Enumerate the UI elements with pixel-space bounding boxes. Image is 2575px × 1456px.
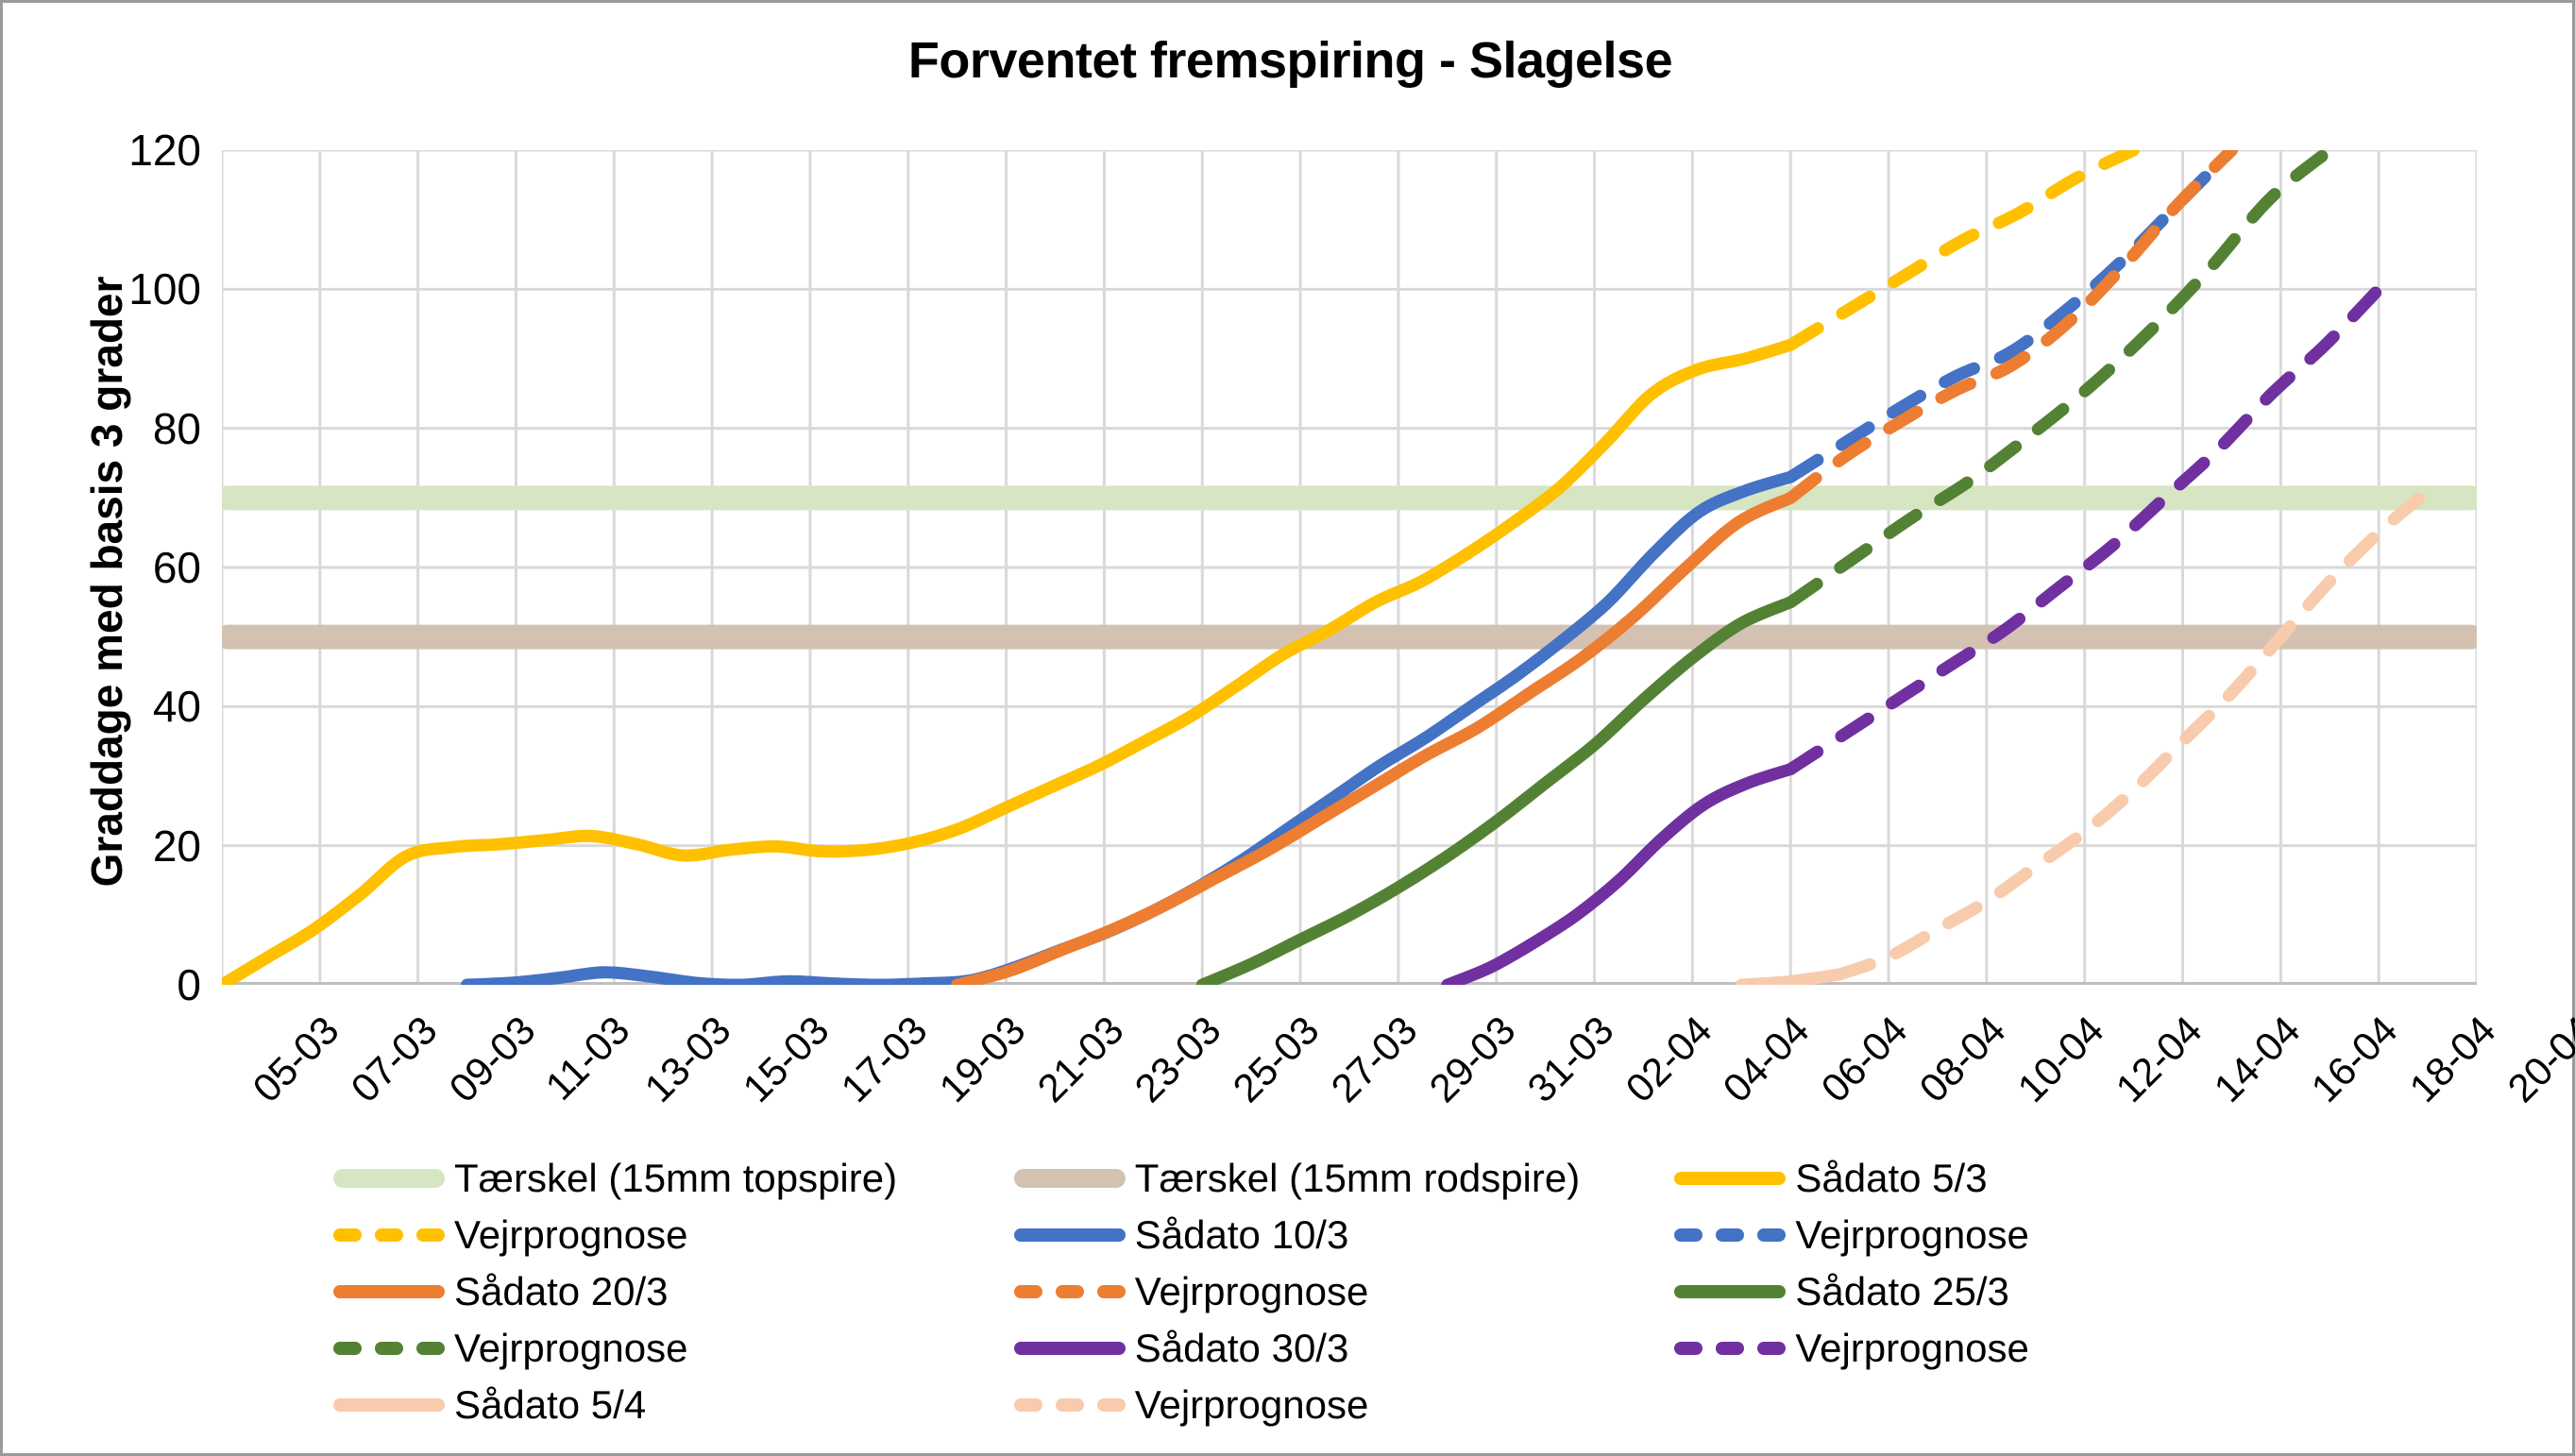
x-tick-label: 12-04 bbox=[2107, 1007, 2211, 1111]
legend-swatch bbox=[1013, 1228, 1126, 1242]
x-tick-label: 29-03 bbox=[1420, 1007, 1524, 1111]
x-tick-label: 10-04 bbox=[2008, 1007, 2112, 1111]
legend-swatch bbox=[1674, 1342, 1787, 1355]
x-axis: 05-03 07-03 09-03 11-03 13-03 15-03 17-03 19-03… bbox=[222, 990, 2575, 1132]
legend-label: Vejrprognose bbox=[1795, 1212, 2029, 1257]
x-tick-label: 14-04 bbox=[2204, 1007, 2309, 1111]
legend-item[interactable]: Vejrprognose bbox=[1674, 1320, 2335, 1377]
x-tick-label: 16-04 bbox=[2302, 1007, 2406, 1111]
series-line bbox=[222, 338, 1797, 985]
legend-label: Sådato 5/4 bbox=[454, 1382, 647, 1427]
legend-label: Vejrprognose bbox=[454, 1326, 688, 1370]
legend-item[interactable]: Vejrprognose bbox=[1674, 1207, 2335, 1263]
x-tick-label: 09-03 bbox=[440, 1007, 544, 1111]
legend-swatch bbox=[333, 1285, 445, 1298]
series-line bbox=[1735, 968, 1846, 985]
series-line-forecast bbox=[1784, 150, 2238, 483]
legend-swatch bbox=[1013, 1285, 1126, 1298]
legend-swatch bbox=[333, 1342, 445, 1355]
legend-item[interactable]: Sådato 25/3 bbox=[1674, 1263, 2335, 1320]
y-tick-label: 60 bbox=[152, 543, 201, 592]
x-tick-label: 31-03 bbox=[1518, 1007, 1622, 1111]
series-line bbox=[951, 491, 1797, 985]
x-tick-label: 08-04 bbox=[1910, 1007, 2014, 1111]
series-line-forecast bbox=[1784, 150, 2238, 504]
legend-row: Vejrprognose Sådato 30/3 Vejrprognose bbox=[333, 1320, 2335, 1377]
legend-label: Vejrprognose bbox=[454, 1212, 688, 1257]
x-tick-label: 06-04 bbox=[1812, 1007, 1916, 1111]
legend-swatch bbox=[1674, 1172, 1787, 1185]
legend-label: Sådato 30/3 bbox=[1134, 1326, 1349, 1370]
legend-item-empty bbox=[1674, 1377, 2335, 1433]
legend-label: Vejrprognose bbox=[1795, 1326, 2029, 1370]
x-tick-label: 15-03 bbox=[734, 1007, 838, 1111]
series-line-forecast bbox=[1784, 282, 2385, 776]
legend-swatch bbox=[1674, 1228, 1787, 1242]
legend-item[interactable]: Sådato 5/3 bbox=[1674, 1150, 2335, 1207]
x-tick-label: 13-03 bbox=[635, 1007, 739, 1111]
series-line bbox=[1441, 763, 1797, 985]
x-tick-label: 20-04 bbox=[2499, 1007, 2575, 1111]
legend-row: Sådato 20/3 Vejrprognose Sådato 25/3 bbox=[333, 1263, 2335, 1320]
legend-item[interactable]: Vejrprognose bbox=[333, 1207, 1014, 1263]
series-line-forecast bbox=[1833, 484, 2434, 981]
legend-item[interactable]: Tærskel (15mm topspire) bbox=[333, 1150, 1014, 1207]
legend-item[interactable]: Sådato 30/3 bbox=[1013, 1320, 1675, 1377]
plot-area bbox=[222, 150, 2477, 985]
legend-row: Tærskel (15mm topspire) Tærskel (15mm rod… bbox=[333, 1150, 2335, 1207]
y-tick-label: 40 bbox=[152, 682, 201, 732]
series-group bbox=[222, 150, 2434, 985]
y-axis: Graddage med basis 3 grader 0 20 40 60 80 100… bbox=[41, 126, 201, 1009]
legend-item[interactable]: Sådato 20/3 bbox=[333, 1263, 1014, 1320]
legend-row: Sådato 5/4 Vejrprognose bbox=[333, 1377, 2335, 1433]
legend-label: Tærskel (15mm topspire) bbox=[454, 1156, 898, 1200]
legend-item[interactable]: Vejrprognose bbox=[1013, 1377, 1675, 1433]
series-line-forecast bbox=[1784, 150, 2336, 609]
x-tick-label: 27-03 bbox=[1322, 1007, 1426, 1111]
legend-label: Sådato 5/3 bbox=[1795, 1156, 1988, 1200]
x-tick-label: 02-04 bbox=[1617, 1007, 1720, 1111]
legend-row: Vejrprognose Sådato 10/3 Vejrprognose bbox=[333, 1207, 2335, 1263]
y-tick-label: 80 bbox=[152, 403, 201, 453]
legend-label: Vejrprognose bbox=[1134, 1382, 1369, 1427]
legend-item[interactable]: Sådato 10/3 bbox=[1013, 1207, 1675, 1263]
legend-label: Sådato 10/3 bbox=[1134, 1212, 1349, 1257]
x-tick-label: 04-04 bbox=[1714, 1007, 1819, 1111]
legend-swatch bbox=[1013, 1398, 1126, 1412]
legend-label: Vejrprognose bbox=[1134, 1269, 1369, 1313]
legend-item[interactable]: Vejrprognose bbox=[333, 1320, 1014, 1377]
y-tick-label: 20 bbox=[152, 821, 201, 871]
y-tick-label: 100 bbox=[128, 264, 201, 314]
chart-legend: Tærskel (15mm topspire) Tærskel (15mm rod… bbox=[333, 1150, 2335, 1433]
legend-swatch bbox=[333, 1169, 445, 1188]
legend-swatch bbox=[333, 1228, 445, 1242]
legend-swatch bbox=[1674, 1285, 1787, 1298]
series-line-forecast bbox=[1784, 150, 2141, 351]
legend-item[interactable]: Vejrprognose bbox=[1013, 1263, 1675, 1320]
legend-item[interactable]: Sådato 5/4 bbox=[333, 1377, 1014, 1433]
x-tick-label: 23-03 bbox=[1126, 1007, 1230, 1111]
legend-label: Sådato 25/3 bbox=[1795, 1269, 2009, 1313]
x-tick-label: 25-03 bbox=[1224, 1007, 1328, 1111]
y-tick-label: 0 bbox=[177, 960, 201, 1009]
legend-label: Sådato 20/3 bbox=[454, 1269, 669, 1313]
legend-swatch bbox=[1013, 1169, 1126, 1188]
legend-swatch bbox=[333, 1398, 445, 1412]
x-tick-label: 11-03 bbox=[537, 1007, 639, 1109]
plot-svg bbox=[222, 150, 2477, 985]
x-tick-label: 19-03 bbox=[930, 1007, 1034, 1111]
legend-item[interactable]: Tærskel (15mm rodspire) bbox=[1013, 1150, 1675, 1207]
x-tick-label: 17-03 bbox=[832, 1007, 936, 1111]
y-tick-label: 120 bbox=[128, 126, 201, 175]
x-tick-label: 21-03 bbox=[1028, 1007, 1132, 1111]
chart-title: Forventet fremspiring - Slagelse bbox=[907, 32, 1673, 89]
x-tick-label: 05-03 bbox=[244, 1007, 347, 1111]
x-tick-label: 07-03 bbox=[342, 1007, 446, 1111]
x-tick-label: 18-04 bbox=[2400, 1007, 2504, 1111]
legend-swatch bbox=[1013, 1342, 1126, 1355]
legend-label: Tærskel (15mm rodspire) bbox=[1134, 1156, 1581, 1200]
series-line bbox=[1195, 596, 1797, 985]
